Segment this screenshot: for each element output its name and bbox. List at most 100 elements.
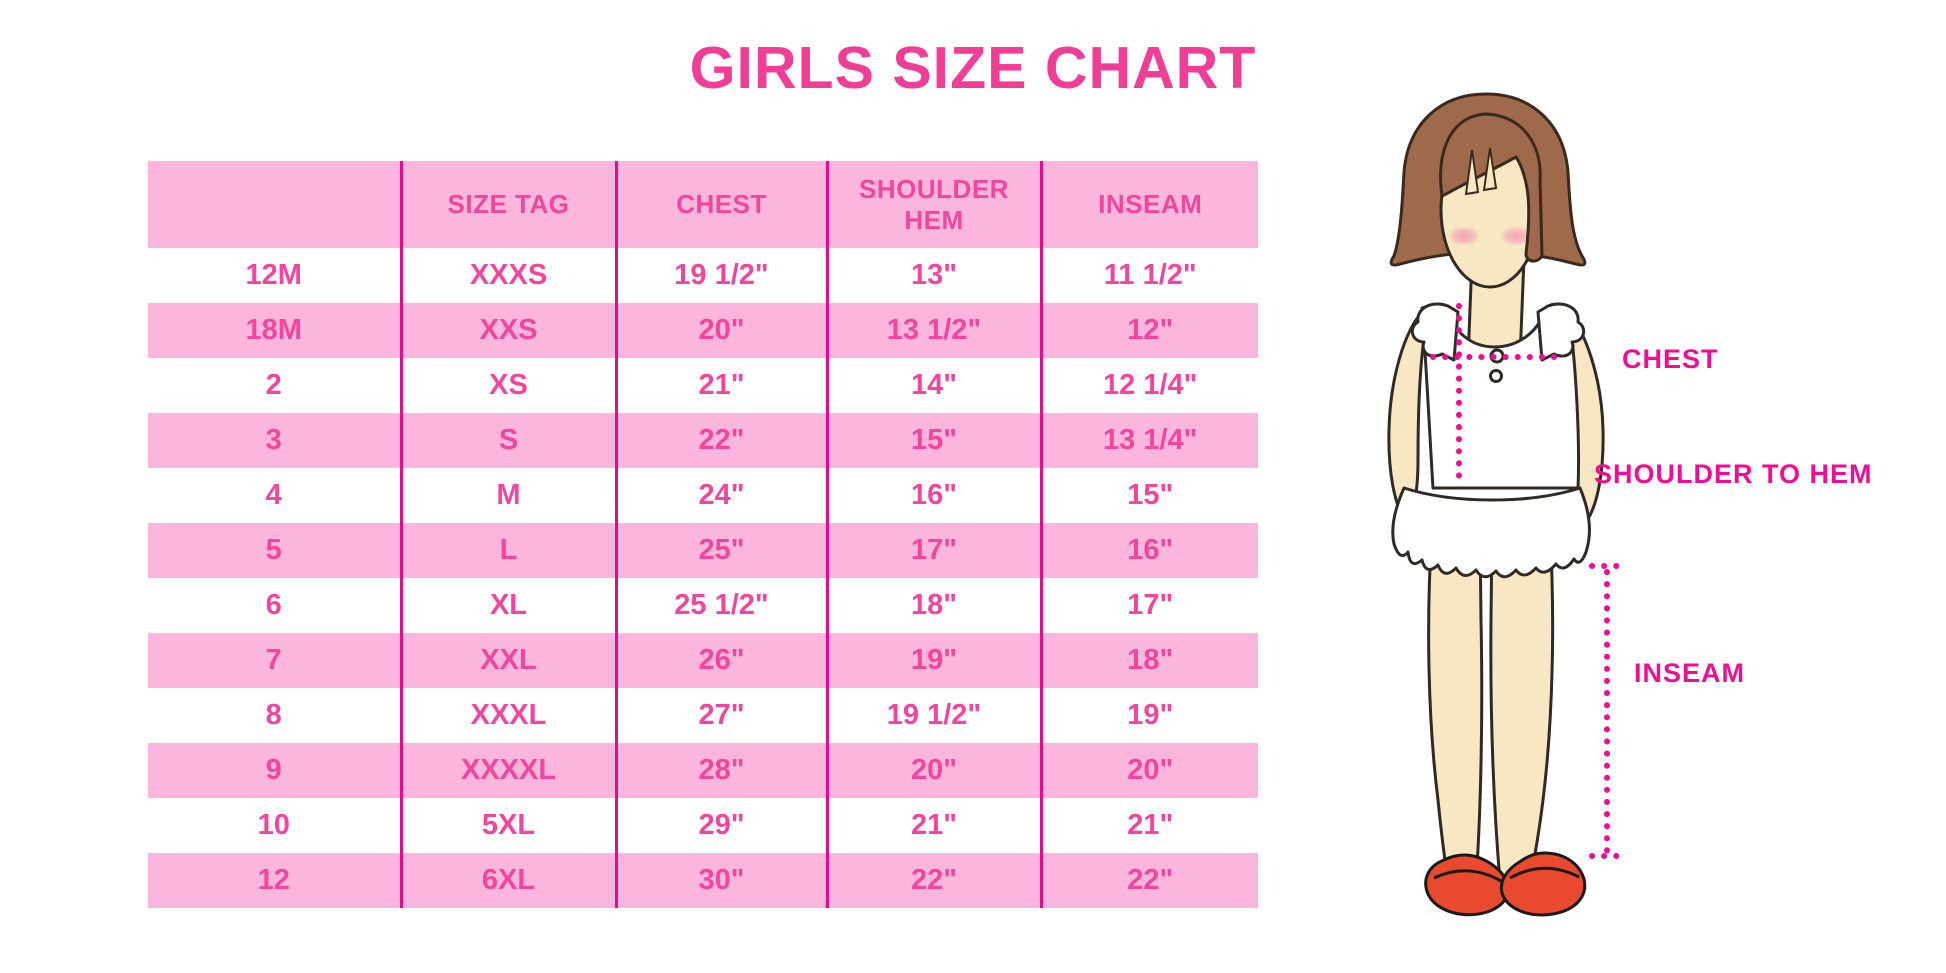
blush-left — [1448, 226, 1480, 246]
table-cell: 18" — [1039, 633, 1258, 688]
table-row: 4 M 24" 16" 15" — [148, 468, 1258, 523]
table-cell: 5 — [148, 523, 401, 578]
table-cell: 24" — [614, 468, 827, 523]
table-row: 10 5XL 29" 21" 21" — [148, 798, 1258, 853]
table-cell: 26" — [614, 633, 827, 688]
table-cell: 19" — [1039, 688, 1258, 743]
table-cell: 27" — [614, 688, 827, 743]
table-row: 18M XXS 20" 13 1/2" 12" — [148, 303, 1258, 358]
table-cell: 19 1/2" — [614, 248, 827, 303]
table-cell: 13 1/2" — [825, 303, 1041, 358]
table-cell: 20" — [825, 743, 1041, 798]
table-cell: S — [399, 413, 616, 468]
table-cell: 22" — [825, 853, 1041, 908]
table-cell: XS — [399, 358, 616, 413]
table-cell: 13 1/4" — [1039, 413, 1258, 468]
measurement-guides — [1430, 303, 1621, 859]
table-cell: 13" — [825, 248, 1041, 303]
bangs — [1439, 112, 1544, 263]
table-row: 12 6XL 30" 22" 22" — [148, 853, 1258, 908]
table-cell: 2 — [265, 369, 282, 401]
table-cell: 19 1/2" — [825, 688, 1041, 743]
table-cell: 28" — [614, 743, 827, 798]
ruffle-skirt — [1391, 486, 1591, 579]
table-cell: 15" — [1039, 468, 1258, 523]
table-cell: 6 — [265, 589, 282, 621]
right-shoe-strap — [1509, 866, 1580, 880]
table-cell: XXXS — [399, 248, 616, 303]
table-cell: 10 — [257, 809, 290, 841]
table-cell: XXXXL — [399, 743, 616, 798]
right-shoe — [1499, 851, 1587, 917]
table-cell: 11 1/2" — [1039, 248, 1258, 303]
bangs-parting-right — [1482, 147, 1498, 192]
table-cell: 17" — [825, 523, 1041, 578]
chest-label: CHEST — [1622, 344, 1719, 374]
table-cell: 8 — [265, 699, 282, 731]
table-cell: 5XL — [399, 798, 616, 853]
table-cell: 22" — [1039, 853, 1258, 908]
table-cell: 18" — [825, 578, 1041, 633]
table-cell: 12 1/4" — [1039, 358, 1258, 413]
column-header-chest: CHEST — [614, 161, 827, 248]
right-shoulder-frill — [1536, 302, 1586, 362]
table-cell: 25" — [614, 523, 827, 578]
blush-right — [1500, 226, 1532, 246]
table-cell: 12" — [1039, 303, 1258, 358]
column-header-size — [148, 161, 401, 248]
table-cell: M — [399, 468, 616, 523]
table-cell: 18M — [148, 303, 401, 358]
button-bottom — [1489, 369, 1503, 383]
page-title: GIRLS SIZE CHART — [689, 35, 1257, 101]
table-row: 12M XXXS 19 1/2" 13" 11 1/2" — [148, 248, 1258, 303]
table-row: 5 L 25" 17" 16" — [148, 523, 1258, 578]
table-cell: 4 — [265, 479, 282, 511]
table-row: 6 XL 25 1/2" 18" 17" — [148, 578, 1258, 633]
table-cell: 20" — [1039, 743, 1258, 798]
table-cell: XXS — [399, 303, 616, 358]
table-cell: 22" — [614, 413, 827, 468]
table-cell: 30" — [614, 853, 827, 908]
table-cell: 7 — [148, 633, 401, 688]
table-cell: 21" — [825, 798, 1041, 853]
table-row: 3 S 22" 15" 13 1/4" — [148, 413, 1258, 468]
table-cell: 25 1/2" — [614, 578, 827, 633]
left-shoe — [1424, 853, 1510, 917]
table-cell: 6XL — [399, 853, 616, 908]
table-cell: 3 — [148, 413, 401, 468]
girl-illustration — [1387, 92, 1621, 917]
table-cell: 20" — [614, 303, 827, 358]
table-cell: 16" — [825, 468, 1041, 523]
table-cell: 16" — [1039, 523, 1258, 578]
table-cell: L — [399, 523, 616, 578]
table-cell: XXXL — [399, 688, 616, 743]
left-shoe-strap — [1433, 869, 1507, 886]
table-cell: 12M — [245, 259, 302, 291]
table-cell: 19" — [825, 633, 1041, 688]
column-header-inseam: INSEAM — [1039, 161, 1258, 248]
table-cell: 17" — [1039, 578, 1258, 633]
table-cell: 9 — [148, 743, 401, 798]
table-cell: XXL — [399, 633, 616, 688]
table-cell: 12 — [148, 853, 401, 908]
column-header-shoulder-hem: SHOULDER HEM — [825, 161, 1041, 248]
red-shoes — [1424, 851, 1587, 917]
table-row: 9 XXXXL 28" 20" 20" — [148, 743, 1258, 798]
table-cell: 21" — [614, 358, 827, 413]
bangs-parting-left — [1464, 149, 1480, 196]
table-cell: 15" — [825, 413, 1041, 468]
column-header-size-tag: SIZE TAG — [399, 161, 616, 248]
header-row: SIZE TAG CHEST SHOULDER HEM INSEAM — [148, 161, 1258, 248]
table-row: 7 XXL 26" 19" 18" — [148, 633, 1258, 688]
girls-size-chart-table: SIZE TAG CHEST SHOULDER HEM INSEAM 12M X… — [148, 161, 1258, 908]
table-cell: 21" — [1039, 798, 1258, 853]
left-leg — [1427, 528, 1484, 884]
table-cell: 14" — [825, 358, 1041, 413]
table-cell: XL — [399, 578, 616, 633]
right-leg — [1489, 528, 1555, 884]
inseam-label: INSEAM — [1634, 658, 1746, 688]
table-cell: 29" — [614, 798, 827, 853]
shoulder-to-hem-label: SHOULDER TO HEM — [1594, 459, 1873, 489]
table-row: 8 XXXL 27" 19 1/2" 19" — [148, 688, 1258, 743]
